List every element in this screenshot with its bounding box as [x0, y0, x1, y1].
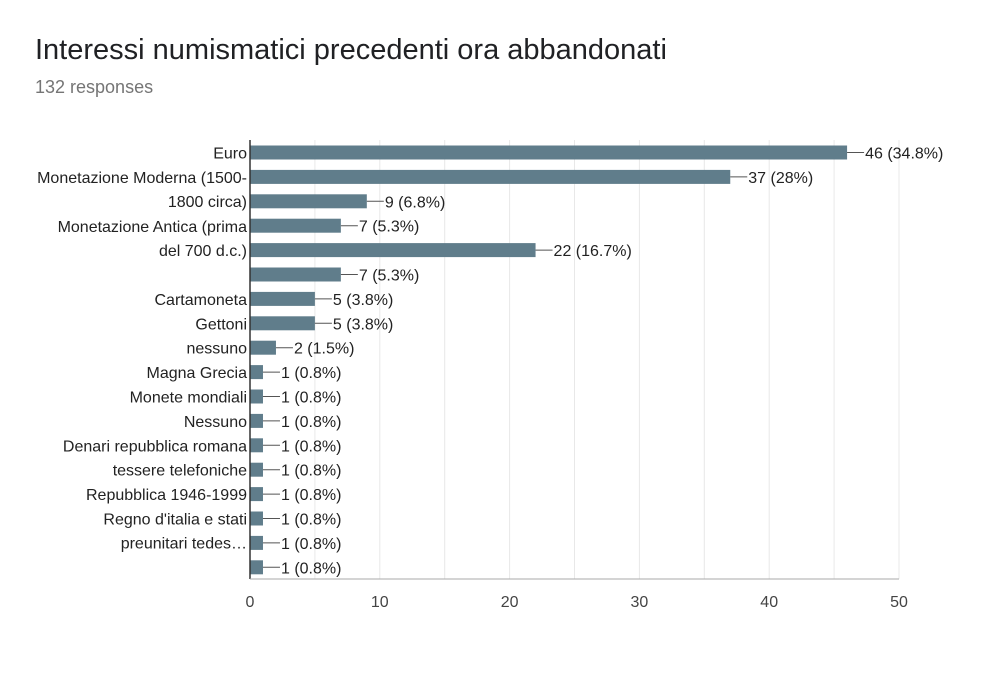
bar: [250, 413, 263, 428]
value-label: 1 (0.8%): [281, 487, 341, 504]
category-label: Repubblica 1946-1999: [86, 487, 247, 504]
value-label: 5 (3.8%): [333, 316, 393, 333]
category-label: tessere telefoniche: [113, 463, 247, 480]
bar: [250, 389, 263, 404]
bar: [250, 267, 341, 282]
x-tick-label: 0: [246, 594, 255, 611]
value-label: 1 (0.8%): [281, 390, 341, 407]
response-count: 132 responses: [35, 77, 154, 97]
value-label: 5 (3.8%): [333, 292, 393, 309]
value-label: 9 (6.8%): [385, 194, 445, 211]
category-label: Regno d'italia e stati: [103, 512, 247, 529]
category-label: nessuno: [187, 341, 248, 358]
category-label: Nessuno: [184, 414, 247, 431]
bar: [250, 243, 536, 258]
category-label: Monetazione Antica (prima: [58, 219, 248, 236]
category-label: del 700 d.c.): [159, 243, 247, 260]
category-label: 1800 circa): [168, 194, 247, 211]
x-tick-label: 30: [631, 594, 649, 611]
bar: [250, 145, 848, 160]
category-label: Denari repubblica romana: [63, 438, 247, 455]
value-label: 2 (1.5%): [294, 341, 354, 358]
value-label: 1 (0.8%): [281, 512, 341, 529]
value-label: 1 (0.8%): [281, 438, 341, 455]
category-label: Euro: [213, 146, 247, 163]
value-label: 7 (5.3%): [359, 268, 419, 285]
category-label: Monete mondiali: [130, 390, 247, 407]
value-label: 1 (0.8%): [281, 365, 341, 382]
value-label: 1 (0.8%): [281, 463, 341, 480]
value-label: 7 (5.3%): [359, 219, 419, 236]
bar: [250, 462, 263, 477]
bar: [250, 291, 315, 306]
bar: [250, 316, 315, 331]
value-label: 37 (28%): [748, 170, 813, 187]
bar: [250, 365, 263, 380]
bar: [250, 438, 263, 453]
bar: [250, 340, 276, 355]
x-tick-label: 40: [760, 594, 778, 611]
value-label: 46 (34.8%): [865, 146, 943, 163]
bar: [250, 487, 263, 502]
bar: [250, 169, 731, 184]
bar: [250, 218, 341, 233]
x-tick-label: 50: [890, 594, 908, 611]
x-tick-label: 10: [371, 594, 389, 611]
value-label: 22 (16.7%): [554, 243, 632, 260]
category-label: Cartamoneta: [155, 292, 248, 309]
bar: [250, 511, 263, 526]
category-label: Monetazione Moderna (1500-: [37, 170, 247, 187]
category-label: preunitari tedes…: [121, 536, 247, 553]
value-label: 1 (0.8%): [281, 560, 341, 577]
value-label: 1 (0.8%): [281, 414, 341, 431]
value-label: 1 (0.8%): [281, 536, 341, 553]
bar: [250, 560, 263, 575]
category-label: Magna Grecia: [147, 365, 248, 382]
bar: [250, 194, 367, 209]
bar: [250, 535, 263, 550]
x-tick-label: 20: [501, 594, 519, 611]
category-label: Gettoni: [195, 316, 247, 333]
chart-title: Interessi numismatici precedenti ora abb…: [35, 34, 667, 66]
